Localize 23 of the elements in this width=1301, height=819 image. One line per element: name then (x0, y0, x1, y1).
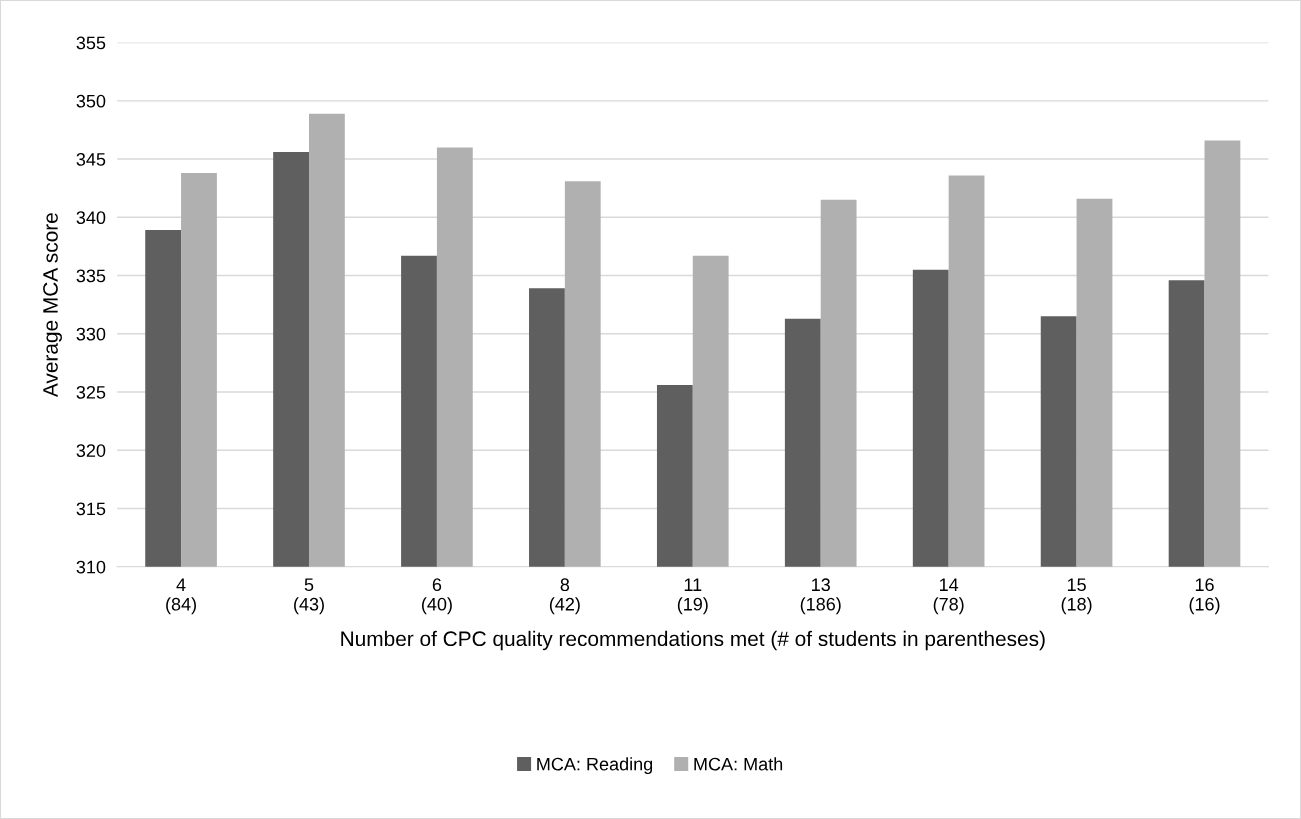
y-tick-label: 340 (76, 211, 106, 225)
y-tick-label: 315 (76, 502, 106, 516)
x-tick-label: 5 (43) (294, 578, 324, 615)
y-tick-label: 325 (76, 385, 106, 399)
y-tick-label: 310 (76, 560, 106, 574)
y-tick-label: 335 (76, 269, 106, 283)
x-tick-label: 8 (42) (549, 578, 580, 615)
x-tick-label: 14 (78) (933, 578, 964, 615)
y-tick-label: 345 (76, 153, 106, 166)
x-tick-label: 16 (16) (1189, 578, 1220, 615)
y-tick-label: 330 (76, 327, 106, 341)
x-tick-label: 4 (84) (166, 578, 196, 615)
x-axis-title: Number of CPC quality recommendations met (# of students in parentheses) (341, 630, 1045, 651)
x-tick-label: 6 (40) (421, 578, 452, 615)
x-tick-label: 13 (186) (800, 578, 841, 615)
y-tick-label: 350 (76, 94, 106, 108)
legend-label: MCA: Reading (537, 757, 653, 775)
x-tick-label: 15 (18) (1061, 578, 1092, 615)
legend-label: MCA: Math (694, 757, 783, 771)
x-tick-label: 11 (19) (677, 578, 708, 615)
y-axis-title: Average MCA score (43, 213, 62, 398)
y-tick-label: 320 (76, 444, 106, 457)
y-tick-label: 355 (76, 36, 106, 50)
